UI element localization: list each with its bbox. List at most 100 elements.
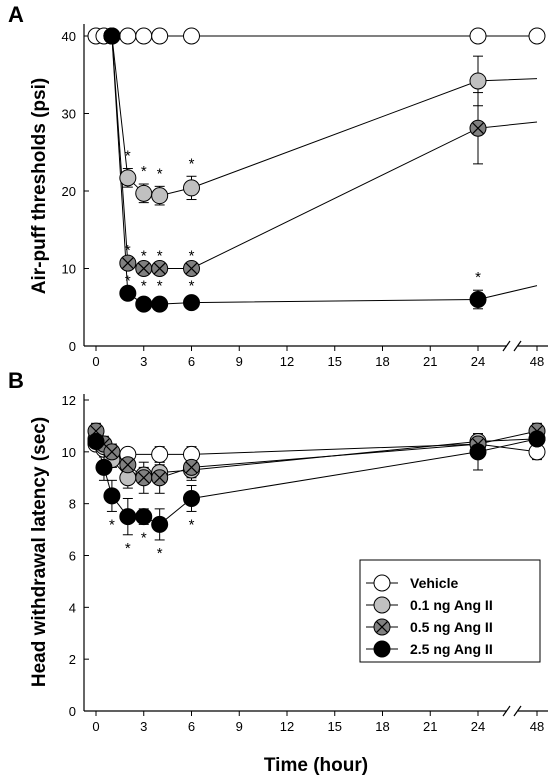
- panel-b-y-axis-title: Head withdrawal latency (sec): [29, 417, 50, 687]
- panel-a-series-line-2: [111, 35, 538, 269]
- data-point-vehicle: [183, 27, 200, 45]
- significance-star: *: [141, 529, 147, 546]
- panel-a-chart: 0 10 20 30 40 0 3 6 9 12 15 18 21 24 48 * * * * * * * * * * * * *…: [29, 24, 548, 369]
- legend-label: 0.1 ng Ang II: [410, 597, 493, 613]
- significance-star: *: [141, 248, 147, 265]
- data-point-2-5-ng-ang-ii: [151, 515, 169, 533]
- panel-a-y-tick-label: 40: [62, 29, 76, 44]
- data-point-vehicle: [469, 27, 487, 45]
- panel-b-y-tick-label: 0: [69, 704, 76, 719]
- panel-a-y-axis-title: Air-puff thresholds (psi): [29, 78, 50, 294]
- data-point-2-5-ng-ang-ii: [183, 489, 200, 507]
- panel-a-x-tick-label: 15: [328, 354, 342, 369]
- data-point-2-5-ng-ang-ii: [119, 508, 137, 526]
- panel-b-y-tick-label: 6: [69, 549, 76, 564]
- data-point-vehicle: [528, 27, 546, 45]
- significance-star: *: [125, 272, 131, 289]
- data-point-cross: [105, 445, 118, 458]
- legend-label: 2.5 ng Ang II: [410, 641, 493, 657]
- panel-a-x-tick-label: 21: [423, 354, 437, 369]
- significance-star: *: [189, 155, 195, 172]
- data-point-cross: [121, 458, 134, 471]
- significance-star: *: [141, 163, 147, 180]
- panel-a-series-line-1: [111, 35, 538, 197]
- significance-star: *: [125, 540, 131, 557]
- data-point-cross: [471, 122, 485, 135]
- legend-label: Vehicle: [410, 575, 458, 591]
- panel-b-x-tick-label: 9: [236, 719, 243, 734]
- significance-star: *: [157, 165, 163, 182]
- panel-a-letter: A: [8, 2, 24, 27]
- panel-a-x-tick-label: 0: [92, 354, 99, 369]
- data-point-2-5-ng-ang-ii: [183, 294, 200, 312]
- panel-a-y-tick-label: 0: [69, 339, 76, 354]
- data-point-vehicle: [151, 27, 169, 45]
- significance-star: *: [189, 278, 195, 295]
- panel-b-y-tick-label: 4: [69, 600, 76, 615]
- data-point-cross: [153, 262, 166, 275]
- panel-b-x-tick-label: 3: [140, 719, 147, 734]
- legend-marker: [373, 596, 391, 614]
- data-point-2-5-ng-ang-ii: [95, 458, 113, 476]
- panel-b-x-tick-label: 48: [530, 719, 544, 734]
- data-point-cross: [153, 471, 166, 484]
- legend-marker-cross: [375, 620, 389, 634]
- panel-a-x-tick-label: 18: [375, 354, 389, 369]
- data-point-2-5-ng-ang-ii: [103, 27, 121, 45]
- panel-b-y-tick-label: 12: [62, 393, 76, 408]
- panel-b-y-tick-label: 8: [69, 497, 76, 512]
- panel-a-x-tick-label: 12: [280, 354, 294, 369]
- significance-star: *: [141, 278, 147, 295]
- data-point-2-5-ng-ang-ii: [135, 295, 153, 313]
- panel-b-x-tick-label: 21: [423, 719, 437, 734]
- significance-star: *: [109, 516, 115, 533]
- data-point-cross: [137, 262, 150, 275]
- panel-b-x-axis-title: Time (hour): [264, 755, 368, 776]
- data-point-2-5-ng-ang-ii: [135, 508, 153, 526]
- panel-b-x-tick-label: 15: [328, 719, 342, 734]
- data-point-2-5-ng-ang-ii: [528, 430, 546, 448]
- data-point-0-1-ng-ang-ii: [469, 72, 487, 90]
- data-point-2-5-ng-ang-ii: [151, 295, 169, 313]
- legend-marker: [373, 640, 391, 658]
- data-point-cross: [185, 262, 198, 275]
- legend-label: 0.5 ng Ang II: [410, 619, 493, 635]
- panel-b-x-tick-label: 18: [375, 719, 389, 734]
- panel-b-x-tick-label: 24: [471, 719, 485, 734]
- panel-b-legend: Vehicle 0.1 ng Ang II 0.5 ng Ang II 2.5 ng …: [359, 559, 541, 663]
- data-point-cross: [121, 257, 134, 270]
- legend-box: [359, 559, 541, 663]
- panel-b-y-tick-label: 10: [62, 445, 76, 460]
- panel-a-y-tick-label: 20: [62, 184, 76, 199]
- data-point-2-5-ng-ang-ii: [119, 284, 137, 302]
- data-point-cross: [185, 461, 198, 474]
- data-point-2-5-ng-ang-ii: [87, 432, 105, 450]
- panel-b-x-tick-label: 0: [92, 719, 99, 734]
- panel-a-x-tick-label: 3: [140, 354, 147, 369]
- data-point-2-5-ng-ang-ii: [469, 443, 487, 461]
- panel-a-y-tick-label: 30: [62, 107, 76, 122]
- data-point-2-5-ng-ang-ii: [103, 487, 121, 505]
- panel-b-axis-break: [502, 705, 522, 717]
- significance-star: *: [189, 516, 195, 533]
- significance-star: *: [157, 248, 163, 265]
- data-point-0-1-ng-ang-ii: [119, 169, 137, 187]
- significance-star: *: [157, 545, 163, 562]
- significance-star: *: [475, 269, 481, 286]
- significance-star: *: [125, 148, 131, 165]
- panel-a-y-tick-label: 10: [62, 262, 76, 277]
- panel-a-x-tick-label: 9: [236, 354, 243, 369]
- panel-a-x-tick-label: 24: [471, 354, 485, 369]
- data-point-vehicle: [119, 27, 137, 45]
- data-point-cross: [137, 471, 150, 484]
- panel-a-axis-break: [502, 340, 522, 352]
- panel-b-letter: B: [8, 368, 24, 393]
- legend-marker: [373, 574, 391, 592]
- panel-b-x-tick-label: 12: [280, 719, 294, 734]
- data-point-0-1-ng-ang-ii: [135, 184, 153, 202]
- panel-a-x-tick-label: 6: [188, 354, 195, 369]
- significance-star: *: [125, 242, 131, 259]
- significance-star: *: [157, 278, 163, 295]
- data-point-2-5-ng-ang-ii: [469, 291, 487, 308]
